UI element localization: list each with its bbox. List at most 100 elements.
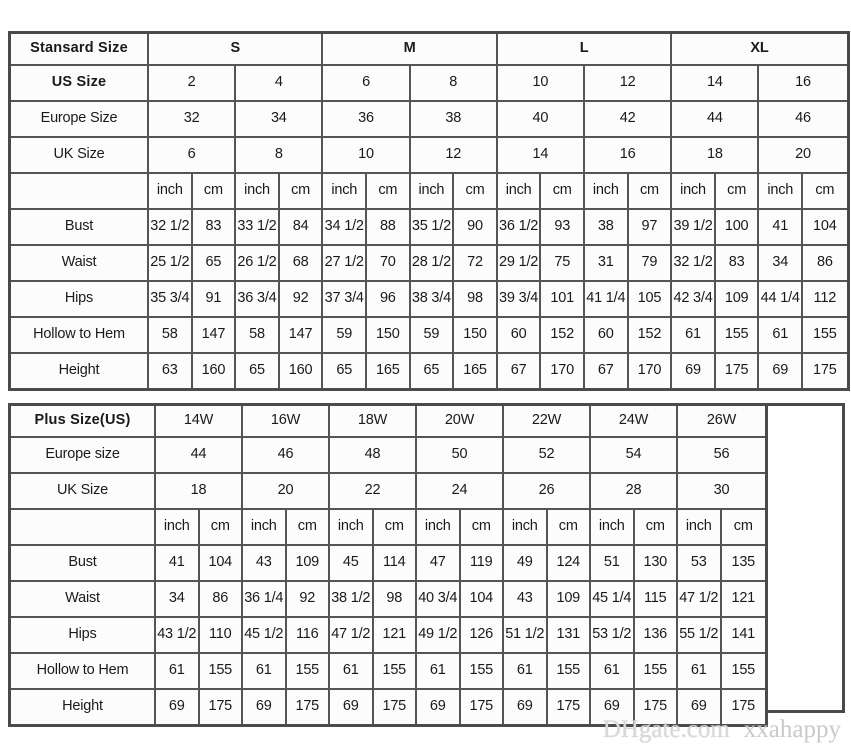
cell: 175: [460, 690, 504, 724]
cell: 104: [803, 210, 847, 246]
cell: 14: [672, 66, 760, 102]
unit-cell: inch: [330, 510, 374, 546]
cell: 59: [323, 318, 368, 354]
plus-row-europe-size: Europe size 44 46 48 50 52 54 56: [11, 438, 765, 474]
cell: 20: [243, 474, 330, 510]
cell: 40 3/4: [417, 582, 461, 618]
cell: 150: [367, 318, 411, 354]
unit-cell: inch: [149, 174, 193, 210]
cell: 33 1/2: [236, 210, 280, 246]
standard-row-europe-size: Europe Size 32 34 36 38 40 42 44 46: [11, 102, 847, 138]
cell: 100: [715, 210, 760, 246]
cell: 65: [410, 354, 455, 388]
cell: 65: [192, 246, 237, 282]
cell: 105: [628, 282, 673, 318]
cell: 34: [759, 246, 804, 282]
cell: 175: [547, 690, 591, 724]
cell: 65: [323, 354, 368, 388]
cell: 69: [504, 690, 548, 724]
cell: 58: [236, 318, 280, 354]
unit-cell: cm: [279, 174, 324, 210]
standard-row-us-size: US Size 2 4 6 8 10 12 14 16: [11, 66, 847, 102]
cell: 32: [149, 102, 237, 138]
cell: 61: [417, 654, 461, 690]
unit-row-blank-label: [11, 174, 149, 210]
row-label: Europe size: [11, 438, 156, 474]
cell: 175: [634, 690, 678, 724]
plus-row-height: Height 69 175 69 175 69 175 69 175 69 17…: [11, 690, 765, 724]
cell: 46: [243, 438, 330, 474]
cell: 175: [199, 690, 243, 724]
cell: 119: [460, 546, 504, 582]
cell: 8: [410, 66, 498, 102]
unit-cell: inch: [410, 174, 455, 210]
cell: 41: [759, 210, 804, 246]
cell: 155: [373, 654, 417, 690]
cell: 16: [759, 66, 847, 102]
cell: 110: [199, 618, 243, 654]
unit-cell: cm: [199, 510, 243, 546]
unit-cell: inch: [759, 174, 804, 210]
cell: 92: [286, 582, 330, 618]
unit-cell: inch: [504, 510, 548, 546]
plus-unit-row: inch cm inch cm inch cm inch cm inch cm …: [11, 510, 765, 546]
cell: 44: [156, 438, 243, 474]
row-label: Hollow to Hem: [11, 654, 156, 690]
cell: 79: [628, 246, 673, 282]
cell: 61: [678, 654, 722, 690]
unit-cell: inch: [417, 510, 461, 546]
cell: 69: [417, 690, 461, 724]
cell: 36 1/2: [497, 210, 542, 246]
cell: 83: [715, 246, 760, 282]
cell: 14: [497, 138, 585, 174]
size-group-s: S: [149, 34, 324, 66]
cell: 34: [236, 102, 324, 138]
cell: 49: [504, 546, 548, 582]
cell: 43 1/2: [156, 618, 200, 654]
cell: 83: [192, 210, 237, 246]
cell: 2: [149, 66, 237, 102]
cell: 43: [243, 546, 287, 582]
cell: 121: [373, 618, 417, 654]
cell: 60: [585, 318, 629, 354]
unit-cell: inch: [156, 510, 200, 546]
standard-row-height: Height 63 160 65 160 65 165 65 165 67 17…: [11, 354, 847, 388]
cell: 22: [330, 474, 417, 510]
cell: 35 3/4: [149, 282, 193, 318]
plus-size-table: Plus Size(US) 14W 16W 18W 20W 22W 24W 26…: [8, 403, 768, 727]
plus-size-header-row: Plus Size(US) 14W 16W 18W 20W 22W 24W 26…: [11, 406, 765, 438]
cell: 43: [504, 582, 548, 618]
cell: 6: [323, 66, 411, 102]
unit-cell: cm: [547, 510, 591, 546]
cell: 38: [585, 210, 629, 246]
unit-cell: inch: [497, 174, 542, 210]
cell: 70: [367, 246, 411, 282]
row-label: Bust: [11, 210, 149, 246]
cell: 59: [410, 318, 455, 354]
cell: 61: [156, 654, 200, 690]
row-label: Height: [11, 354, 149, 388]
cell: 47 1/2: [678, 582, 722, 618]
cell: 61: [504, 654, 548, 690]
row-label: Europe Size: [11, 102, 149, 138]
unit-row-blank-label: [11, 510, 156, 546]
cell: 55 1/2: [678, 618, 722, 654]
unit-cell: inch: [323, 174, 368, 210]
row-label: Waist: [11, 582, 156, 618]
cell: 69: [678, 690, 722, 724]
cell: 165: [367, 354, 411, 388]
unit-cell: inch: [585, 174, 629, 210]
standard-row-waist: Waist 25 1/2 65 26 1/2 68 27 1/2 70 28 1…: [11, 246, 847, 282]
unit-cell: cm: [803, 174, 847, 210]
cell: 45: [330, 546, 374, 582]
cell: 61: [759, 318, 804, 354]
row-label: UK Size: [11, 138, 149, 174]
cell: 91: [192, 282, 237, 318]
cell: 28 1/2: [410, 246, 455, 282]
standard-size-table: Stansard Size S M L XL US Size 2 4 6 8 1…: [8, 31, 850, 391]
cell: 16: [585, 138, 673, 174]
cell: 175: [373, 690, 417, 724]
cell: 18: [672, 138, 760, 174]
cell: 67: [585, 354, 629, 388]
cell: 147: [279, 318, 324, 354]
